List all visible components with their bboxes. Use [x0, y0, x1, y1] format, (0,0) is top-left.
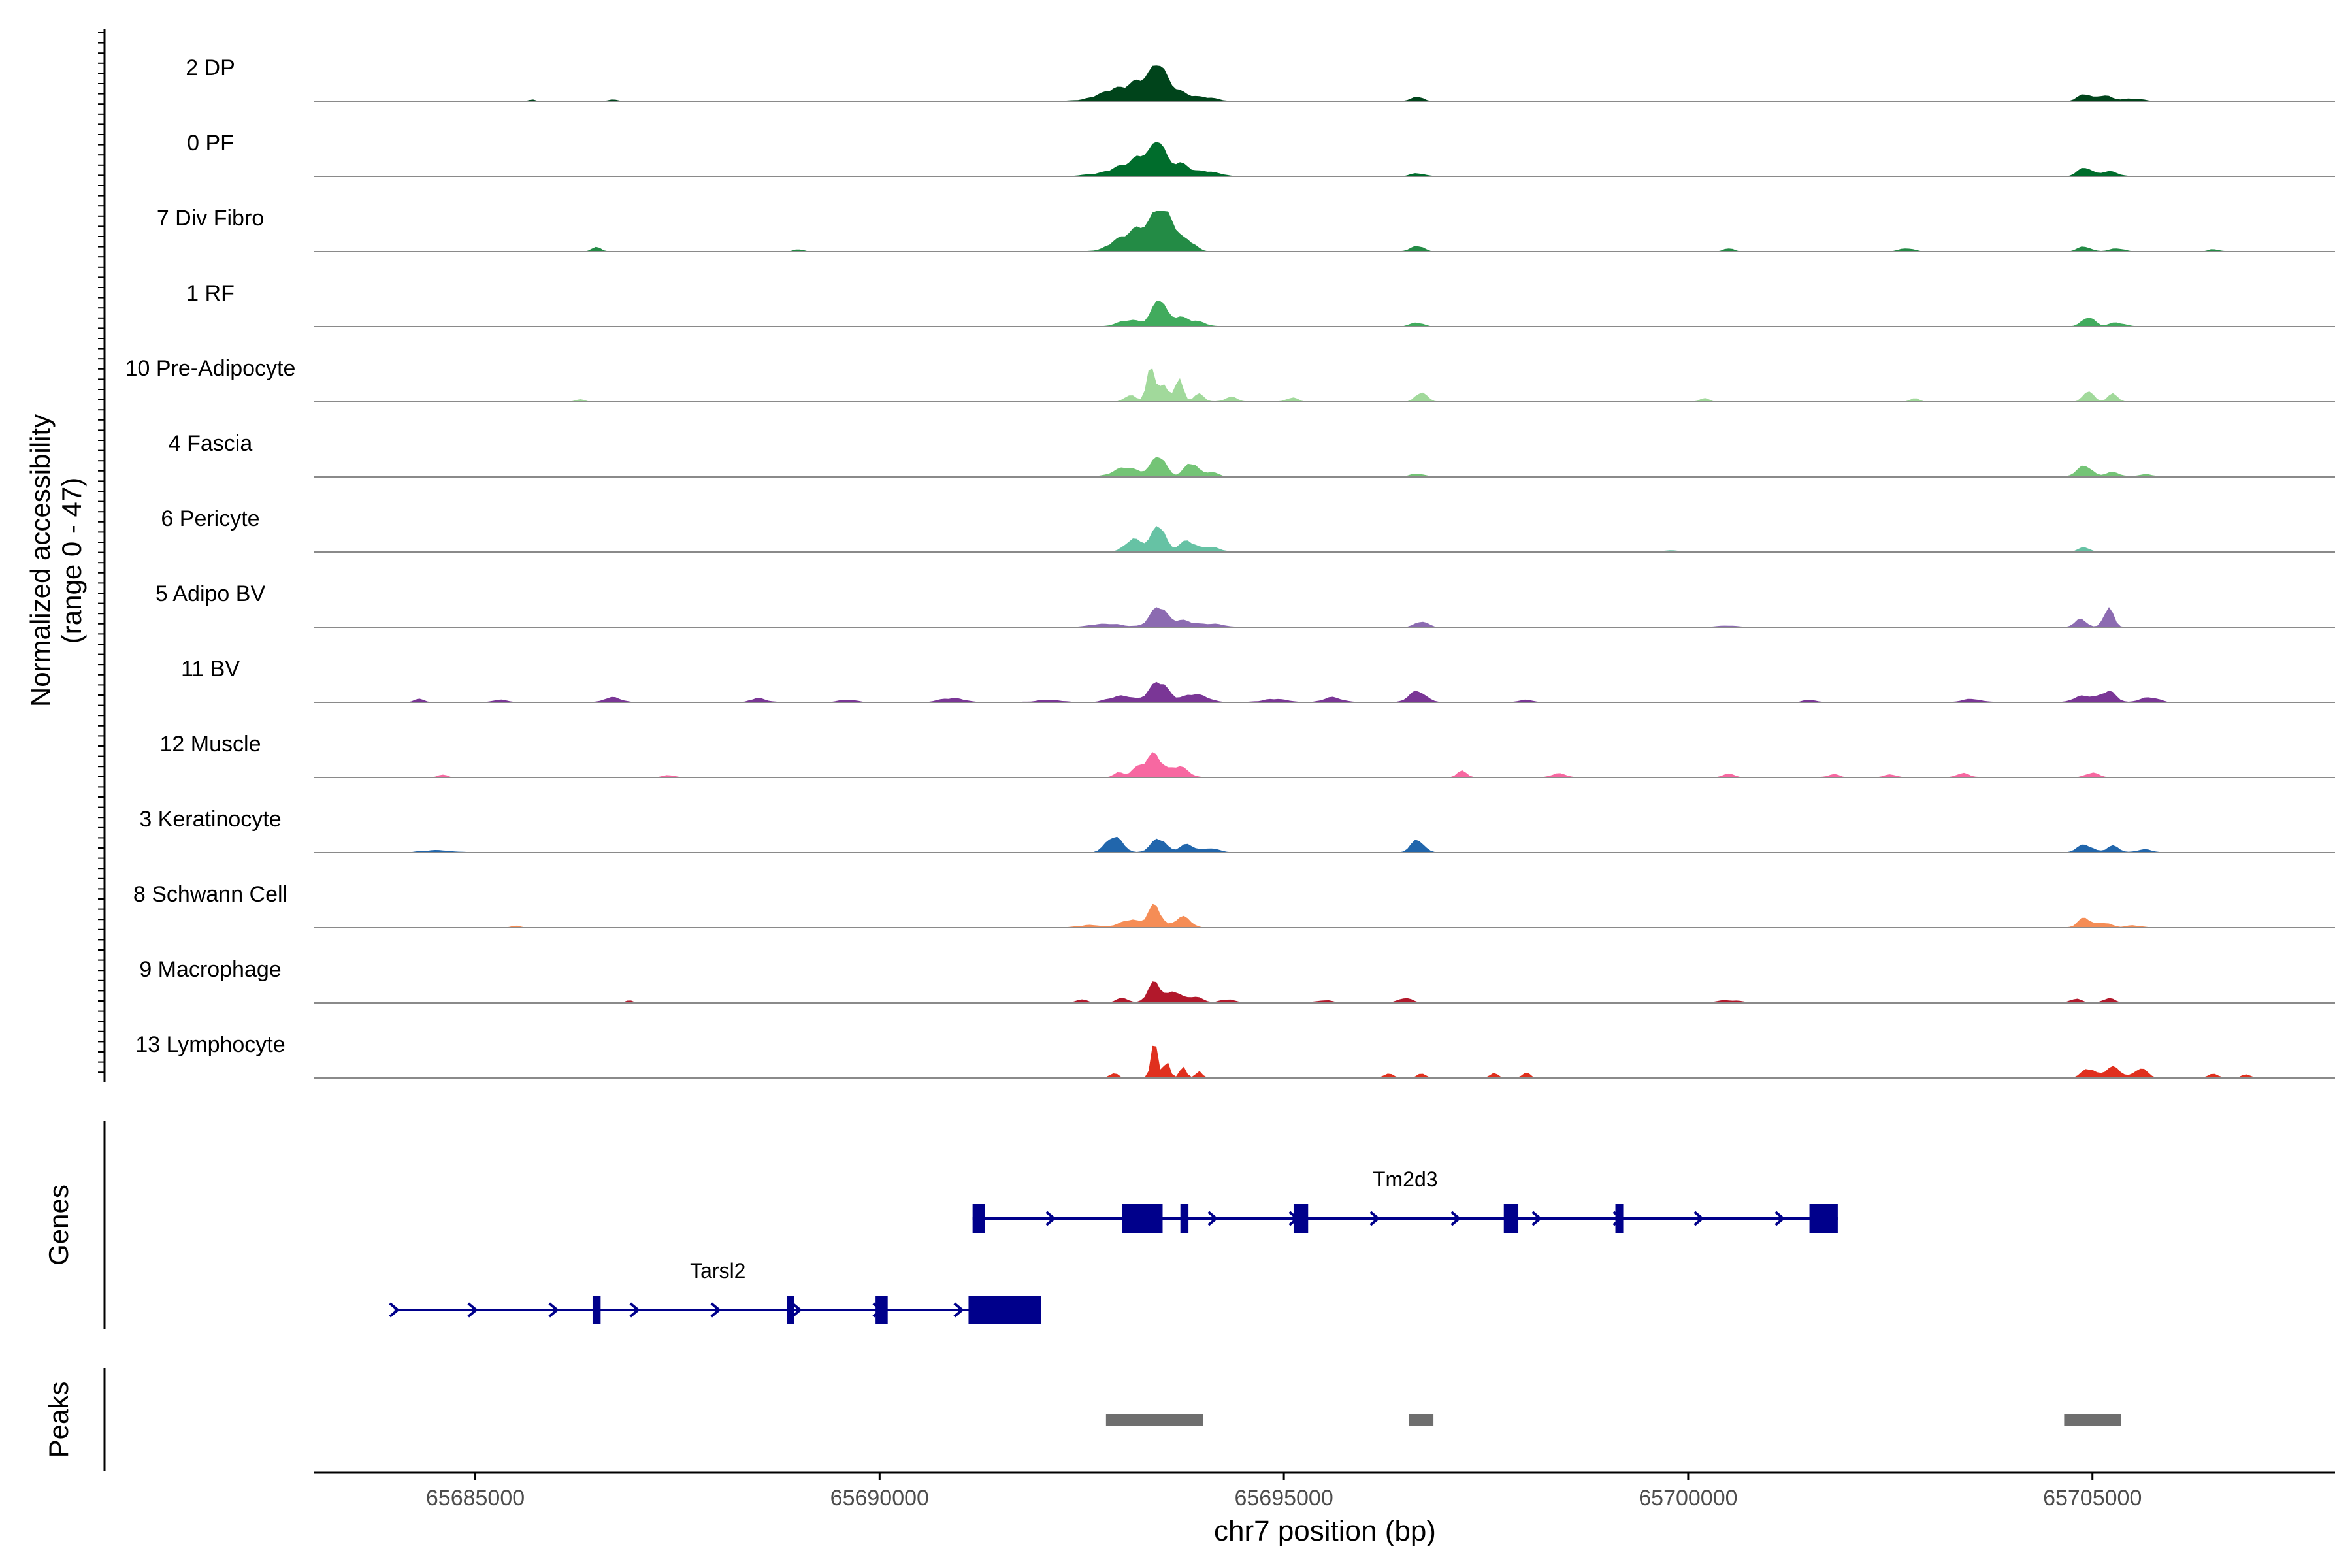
strand-arrow-icon — [389, 1302, 400, 1318]
strand-arrow-icon — [1045, 1211, 1056, 1226]
track-label: 8 Schwann Cell — [133, 882, 287, 907]
gene-exon — [968, 1296, 1041, 1324]
x-axis-tick-label: 65690000 — [830, 1486, 929, 1511]
x-axis-tick-label: 65685000 — [426, 1486, 525, 1511]
coverage-area — [314, 526, 2335, 552]
peak-regions — [1105, 1414, 2121, 1426]
coverage-area — [314, 981, 2335, 1003]
coverage-area — [314, 1045, 2335, 1078]
peak-region-bar — [1105, 1414, 1203, 1426]
gene-name-label: Tarsl2 — [690, 1259, 745, 1282]
strand-arrow-icon — [1531, 1211, 1543, 1226]
strand-arrow-icon — [548, 1302, 559, 1318]
peaks-panel-title: Peaks — [43, 1382, 74, 1458]
track-label: 13 Lymphocyte — [135, 1032, 285, 1057]
coverage-area — [314, 142, 2335, 176]
track-1-rf: 1 RF — [186, 281, 2335, 327]
track-label: 5 Adipo BV — [155, 581, 266, 606]
gene-exon — [875, 1296, 888, 1324]
gene-exon — [786, 1296, 794, 1324]
track-label: 7 Div Fibro — [157, 206, 264, 231]
track-11-bv: 11 BV — [181, 657, 2335, 703]
strand-arrow-icon — [1693, 1211, 1705, 1226]
gene-annotations: Tm2d3 Tarsl2 — [389, 1168, 1838, 1324]
track-3-keratinocyte: 3 Keratinocyte — [139, 807, 2335, 853]
track-10-pre-adipocyte: 10 Pre-Adipocyte — [125, 356, 2335, 402]
x-axis-tick-label: 65705000 — [2043, 1486, 2142, 1511]
coverage-area — [314, 836, 2335, 853]
track-7-div-fibro: 7 Div Fibro — [157, 206, 2335, 252]
x-axis: 65685000 65690000 65695000 65700000 65705000 — [426, 1473, 2142, 1511]
track-label: 3 Keratinocyte — [139, 807, 281, 832]
gene-tarsl2: Tarsl2 — [389, 1259, 1041, 1324]
x-axis-title: chr7 position (bp) — [1214, 1515, 1436, 1547]
strand-arrow-icon — [467, 1302, 478, 1318]
strand-arrow-icon — [791, 1302, 802, 1318]
gene-tm2d3: Tm2d3 — [972, 1168, 1838, 1233]
track-label: 2 DP — [186, 56, 235, 80]
gene-name-label: Tm2d3 — [1373, 1168, 1438, 1191]
coverage-area — [314, 752, 2335, 777]
track-6-pericyte: 6 Pericyte — [161, 506, 2335, 553]
coverage-area — [314, 457, 2335, 477]
strand-arrow-icon — [1774, 1211, 1786, 1226]
coverage-area — [314, 681, 2335, 702]
strand-arrow-icon — [953, 1302, 964, 1318]
gene-exon — [1180, 1204, 1189, 1233]
gene-exon — [592, 1296, 601, 1324]
coverage-tracks: 2 DP 0 PF 7 Div Fibro 1 RF 10 Pre-Adipocyte 4… — [125, 56, 2335, 1079]
strand-arrow-icon — [1369, 1211, 1380, 1226]
gene-exon — [1615, 1204, 1624, 1233]
strand-arrow-icon — [710, 1302, 721, 1318]
coverage-area — [314, 65, 2335, 101]
track-12-muscle: 12 Muscle — [160, 732, 2335, 778]
track-2-dp: 2 DP — [186, 56, 2335, 102]
coverage-area — [314, 368, 2335, 402]
track-4-fascia: 4 Fascia — [169, 431, 2335, 478]
track-label: 9 Macrophage — [139, 957, 281, 982]
track-13-lymphocyte: 13 Lymphocyte — [135, 1032, 2335, 1079]
coverage-area — [314, 607, 2335, 627]
track-label: 0 PF — [187, 131, 234, 155]
coverage-area — [314, 301, 2335, 327]
track-label: 6 Pericyte — [161, 506, 259, 531]
genes-panel-title: Genes — [43, 1184, 74, 1266]
gene-exon — [1809, 1204, 1838, 1233]
gene-exon — [1293, 1204, 1309, 1233]
gene-exon — [1122, 1204, 1163, 1233]
strand-arrow-icon — [1450, 1211, 1462, 1226]
coverage-area — [314, 904, 2335, 928]
strand-arrow-icon — [629, 1302, 640, 1318]
track-label: 1 RF — [186, 281, 235, 306]
x-axis-tick-label: 65700000 — [1639, 1486, 1737, 1511]
track-label: 4 Fascia — [169, 431, 253, 456]
track-5-adipo-bv: 5 Adipo BV — [155, 581, 2335, 628]
y-axis — [98, 29, 106, 1082]
coverage-area — [314, 211, 2335, 252]
gene-exon — [1503, 1204, 1519, 1233]
gene-exon — [972, 1204, 985, 1233]
y-axis-title-line1: Normalized accessibility — [25, 414, 56, 707]
track-9-macrophage: 9 Macrophage — [139, 957, 2335, 1004]
track-label: 11 BV — [181, 657, 240, 681]
track-0-pf: 0 PF — [187, 131, 2335, 177]
strand-arrow-icon — [1207, 1211, 1218, 1226]
track-label: 10 Pre-Adipocyte — [125, 356, 296, 381]
peak-region-bar — [2064, 1414, 2121, 1426]
y-axis-title-line2: (range 0 - 47) — [56, 478, 87, 644]
track-label: 12 Muscle — [160, 732, 261, 757]
x-axis-tick-label: 65695000 — [1234, 1486, 1333, 1511]
peak-region-bar — [1409, 1414, 1434, 1426]
track-8-schwann-cell: 8 Schwann Cell — [133, 882, 2335, 928]
